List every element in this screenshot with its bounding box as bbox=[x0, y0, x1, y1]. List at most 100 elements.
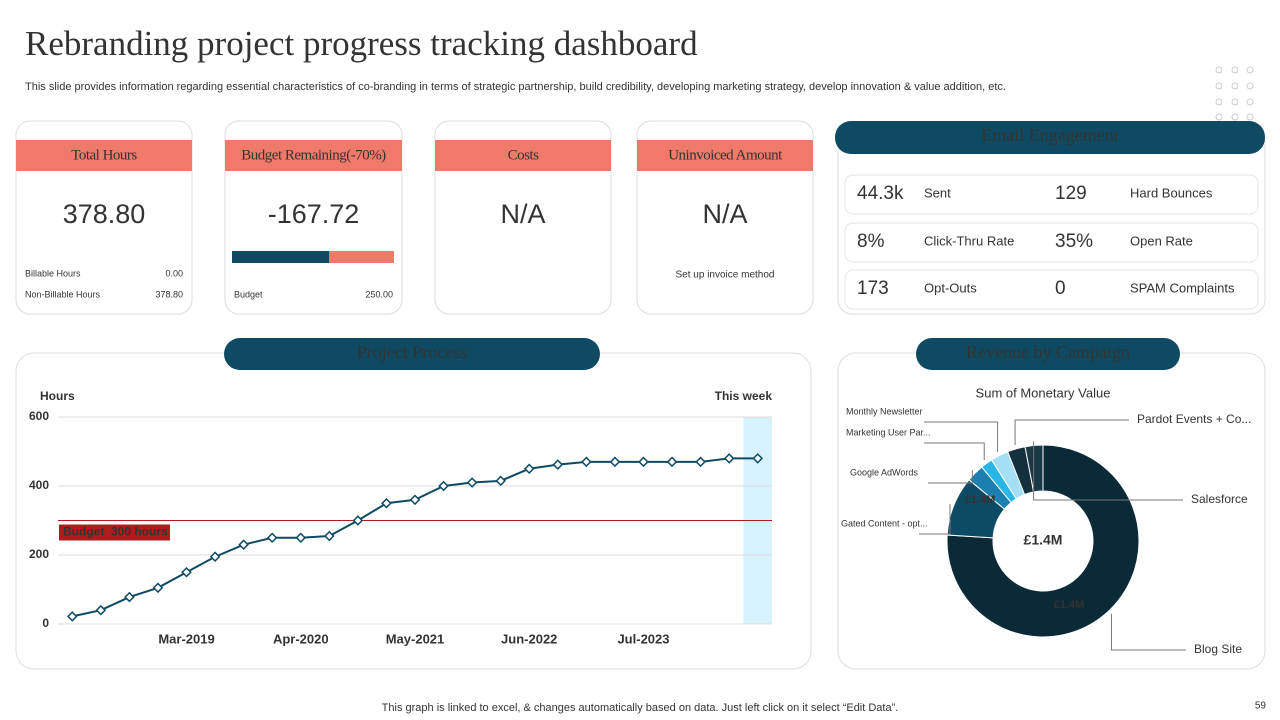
email-value: 129 bbox=[1055, 183, 1087, 204]
line-point bbox=[695, 456, 706, 468]
email-row bbox=[844, 174, 1259, 215]
card-note: Set up invoice method bbox=[676, 270, 775, 281]
card-row-label: Budget bbox=[234, 289, 263, 299]
annotation: This week bbox=[715, 389, 773, 403]
x-tick-label: Jun-2022 bbox=[501, 631, 557, 646]
line-point bbox=[581, 456, 592, 468]
legend-label: Gated Content - opt... bbox=[841, 518, 928, 528]
line-point bbox=[266, 532, 278, 544]
panel-header bbox=[835, 121, 1265, 154]
email-label: Opt-Outs bbox=[924, 280, 977, 295]
line-point bbox=[495, 475, 506, 487]
budget-label-bg bbox=[59, 524, 170, 541]
legend-label: Salesforce bbox=[1191, 492, 1248, 506]
segment-label: £1.4M bbox=[1054, 599, 1085, 611]
budget-bar-used bbox=[232, 251, 329, 263]
x-tick-label: Jul-2023 bbox=[617, 631, 669, 646]
x-tick-label: Apr-2020 bbox=[273, 631, 329, 646]
leader-line bbox=[928, 470, 973, 484]
decor-dots bbox=[1215, 66, 1254, 121]
line-point bbox=[152, 582, 164, 594]
legend-label: Google AdWords bbox=[850, 467, 918, 477]
panel-header bbox=[224, 338, 600, 370]
y-axis-label: Hours bbox=[40, 389, 75, 403]
x-tick-label: Mar-2019 bbox=[158, 631, 214, 646]
y-tick-label: 200 bbox=[29, 547, 49, 561]
card-header bbox=[637, 140, 813, 171]
email-value: 35% bbox=[1055, 231, 1093, 252]
line-point bbox=[666, 456, 678, 468]
email-value: 0 bbox=[1055, 278, 1066, 299]
line-point bbox=[552, 459, 564, 470]
donut-segment bbox=[946, 444, 1140, 638]
email-label: Hard Bounces bbox=[1130, 185, 1213, 200]
line-point bbox=[381, 497, 392, 509]
y-tick-label: 0 bbox=[42, 616, 49, 630]
line-point bbox=[466, 477, 478, 488]
line-point bbox=[181, 566, 192, 578]
panel-title: Email Engagement bbox=[981, 125, 1118, 145]
email-label: Open Rate bbox=[1130, 233, 1193, 248]
card-title: Budget Remaining(-70%) bbox=[241, 147, 386, 163]
email-value: 44.3k bbox=[857, 183, 904, 204]
email-value: 8% bbox=[857, 231, 885, 252]
legend-label: Marketing User Par... bbox=[846, 427, 931, 437]
card-header bbox=[225, 140, 402, 171]
budget-label: Budget 300 hours bbox=[63, 525, 168, 539]
center-label: £1.4M bbox=[1024, 532, 1063, 548]
line-point bbox=[609, 456, 621, 468]
legend-label: Monthly Newsletter bbox=[846, 406, 923, 416]
line-point bbox=[66, 611, 78, 622]
line-point bbox=[124, 591, 135, 603]
line-point bbox=[324, 530, 335, 542]
x-tick-label: May-2021 bbox=[386, 631, 445, 646]
card-header bbox=[435, 140, 611, 171]
line-point bbox=[752, 453, 764, 464]
panel-header bbox=[916, 338, 1180, 370]
line-point bbox=[95, 604, 107, 616]
leader-line bbox=[1110, 613, 1186, 651]
email-row bbox=[844, 269, 1259, 310]
panel bbox=[15, 352, 812, 670]
legend-label: Pardot Events + Co... bbox=[1137, 412, 1251, 426]
page-number: 59 bbox=[1255, 701, 1267, 712]
line-point bbox=[209, 551, 221, 563]
chart-subtitle: Sum of Monetary Value bbox=[976, 385, 1111, 400]
card-value: N/A bbox=[702, 199, 747, 229]
card-title: Costs bbox=[508, 147, 540, 163]
line-point bbox=[295, 532, 307, 544]
line-point bbox=[238, 539, 249, 550]
card-value: 378.80 bbox=[63, 199, 146, 229]
card-row-label: Billable Hours bbox=[25, 268, 81, 278]
card-header bbox=[16, 140, 192, 171]
leader-line bbox=[919, 504, 951, 535]
leader-line bbox=[924, 421, 999, 452]
card-value: N/A bbox=[500, 199, 545, 229]
legend-label: Blog Site bbox=[1194, 642, 1242, 656]
email-label: SPAM Complaints bbox=[1130, 280, 1235, 295]
card-title: Uninvoiced Amount bbox=[668, 147, 783, 163]
line-point bbox=[352, 515, 364, 526]
line-point bbox=[723, 453, 735, 464]
email-label: Click-Thru Rate bbox=[924, 233, 1014, 248]
email-row bbox=[844, 222, 1259, 263]
card-row-value: 378.80 bbox=[155, 289, 183, 299]
y-tick-label: 400 bbox=[29, 478, 49, 492]
panel-title: Revenue by Campaign bbox=[966, 342, 1130, 362]
card-title: Total Hours bbox=[71, 147, 137, 163]
line-point bbox=[438, 480, 449, 492]
card-row-value: 250.00 bbox=[365, 289, 393, 299]
segment-label: £1.4M bbox=[965, 494, 996, 506]
page-title: Rebranding project progress tracking das… bbox=[25, 24, 698, 63]
email-label: Sent bbox=[924, 185, 951, 200]
card-row-label: Non-Billable Hours bbox=[25, 289, 101, 299]
card-value: -167.72 bbox=[268, 199, 360, 229]
line-point bbox=[638, 456, 649, 468]
line-point bbox=[523, 463, 535, 475]
leader-line bbox=[1033, 441, 1183, 501]
y-tick-label: 600 bbox=[29, 409, 49, 423]
line-point bbox=[409, 494, 421, 506]
leader-line bbox=[1014, 419, 1129, 445]
leader-line bbox=[924, 442, 985, 461]
